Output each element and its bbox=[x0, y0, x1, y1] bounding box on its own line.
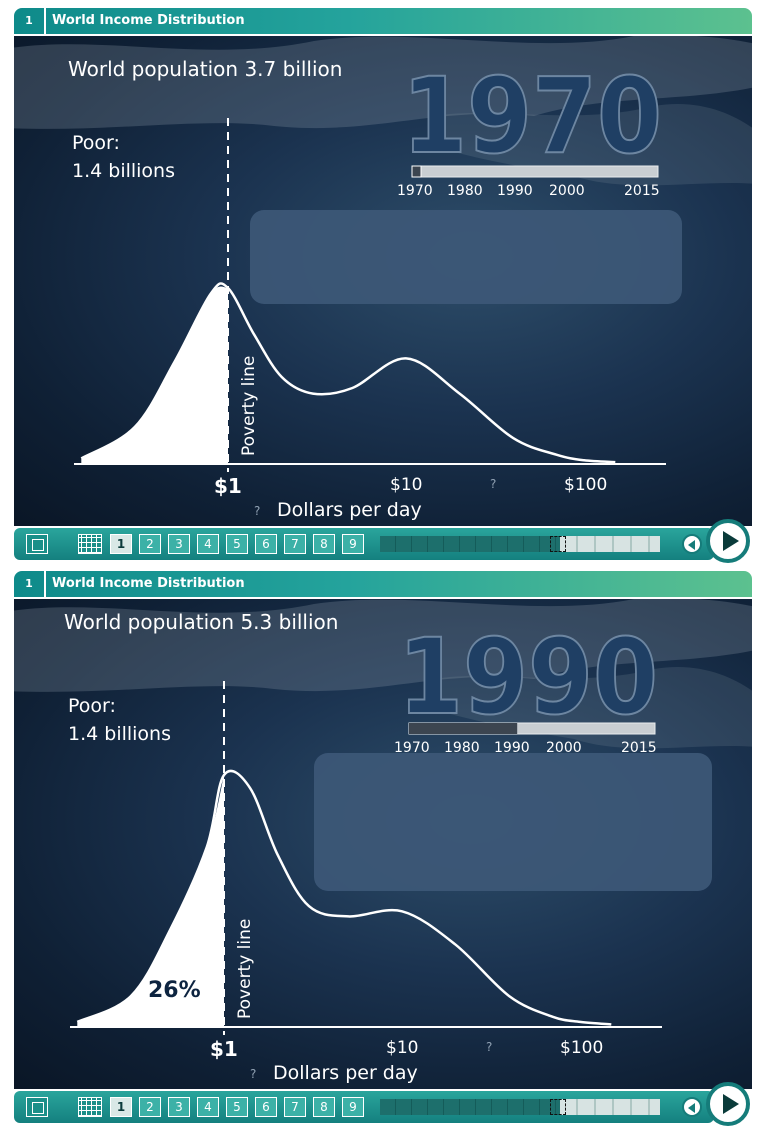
grid-view-button[interactable] bbox=[78, 1097, 102, 1117]
page-button-5[interactable]: 5 bbox=[226, 534, 248, 554]
timeline-label-2015: 2015 bbox=[624, 183, 660, 199]
control-bar: 1 2 3 4 5 6 7 8 9 bbox=[14, 528, 714, 560]
page-button-9[interactable]: 9 bbox=[342, 1097, 364, 1117]
timeline-label-1970: 1970 bbox=[394, 740, 430, 756]
population-label: World population 5.3 billion bbox=[64, 610, 338, 634]
title-bar: 1 World Income Distribution bbox=[14, 571, 752, 597]
income-distribution-curve bbox=[80, 282, 616, 464]
chart-stage: World population 5.3 billion 1990 1970 1… bbox=[14, 599, 752, 1089]
x-tick-unknown: ? bbox=[486, 1040, 492, 1054]
slide-progress-thumb[interactable] bbox=[550, 536, 566, 552]
xlabel-help-icon[interactable]: ? bbox=[250, 1067, 256, 1081]
page-button-8[interactable]: 8 bbox=[313, 1097, 335, 1117]
slide-number: 1 bbox=[14, 8, 46, 34]
page-button-7[interactable]: 7 bbox=[284, 534, 306, 554]
map-shape-top bbox=[14, 599, 752, 692]
year-timeline-labels: 1970 1980 1990 2000 2015 bbox=[397, 183, 660, 199]
poor-value: 1.4 billions bbox=[72, 160, 175, 182]
timeline-label-1990: 1990 bbox=[497, 183, 533, 199]
chart-stage: World population 3.7 billion 1970 1970 1… bbox=[14, 36, 752, 526]
year-label: 1990 bbox=[398, 616, 658, 738]
x-tick-100: $100 bbox=[560, 1038, 603, 1058]
page-button-2[interactable]: 2 bbox=[139, 534, 161, 554]
x-axis-label: Dollars per day bbox=[273, 1062, 418, 1084]
x-tick-10: $10 bbox=[386, 1038, 418, 1058]
info-box bbox=[250, 210, 682, 304]
poor-area-fill bbox=[81, 286, 228, 464]
slide-progress-bar[interactable] bbox=[380, 536, 660, 552]
map-shape-right bbox=[434, 104, 752, 186]
page-button-7[interactable]: 7 bbox=[284, 1097, 306, 1117]
year-timeline-labels: 1970 1980 1990 2000 2015 bbox=[394, 740, 657, 756]
poor-label: Poor: bbox=[68, 695, 116, 717]
back-arrow-icon[interactable] bbox=[682, 534, 702, 554]
info-box bbox=[314, 753, 712, 891]
x-tick-1: $1 bbox=[210, 1037, 238, 1061]
control-bar: 1 2 3 4 5 6 7 8 9 bbox=[14, 1091, 714, 1123]
poor-value: 1.4 billions bbox=[68, 723, 171, 745]
chart-svg: World population 3.7 billion 1970 1970 1… bbox=[14, 36, 752, 521]
slide-progress-bar[interactable] bbox=[380, 1099, 660, 1115]
timeline-label-2000: 2000 bbox=[549, 183, 585, 199]
page-button-4[interactable]: 4 bbox=[197, 534, 219, 554]
page-button-2[interactable]: 2 bbox=[139, 1097, 161, 1117]
page-button-3[interactable]: 3 bbox=[168, 1097, 190, 1117]
chart-svg: World population 5.3 billion 1990 1970 1… bbox=[14, 599, 752, 1084]
play-icon[interactable] bbox=[706, 1082, 750, 1126]
slide-progress-remaining bbox=[560, 536, 660, 552]
slide-progress-thumb[interactable] bbox=[550, 1099, 566, 1115]
page-button-5[interactable]: 5 bbox=[226, 1097, 248, 1117]
back-arrow-icon[interactable] bbox=[682, 1097, 702, 1117]
year-timeline-track bbox=[411, 165, 659, 178]
panel-title: World Income Distribution bbox=[52, 576, 245, 591]
poor-percent-label: 26% bbox=[148, 978, 201, 1003]
income-distribution-curve bbox=[76, 769, 612, 1026]
timeline-label-2015: 2015 bbox=[621, 740, 657, 756]
timeline-label-2000: 2000 bbox=[546, 740, 582, 756]
x-tick-100: $100 bbox=[564, 475, 607, 495]
slide-progress-remaining bbox=[560, 1099, 660, 1115]
poverty-line-label: Poverty line bbox=[239, 356, 259, 456]
page-button-9[interactable]: 9 bbox=[342, 534, 364, 554]
x-axis-label: Dollars per day bbox=[277, 499, 422, 521]
x-tick-unknown: ? bbox=[490, 477, 496, 491]
x-tick-1: $1 bbox=[214, 474, 242, 498]
page-button-1[interactable]: 1 bbox=[110, 1097, 132, 1117]
timeline-label-1980: 1980 bbox=[444, 740, 480, 756]
year-timeline-handle[interactable] bbox=[411, 165, 422, 178]
map-shape-top bbox=[14, 36, 752, 129]
page-button-3[interactable]: 3 bbox=[168, 534, 190, 554]
document-button[interactable] bbox=[26, 534, 48, 554]
page-button-8[interactable]: 8 bbox=[313, 534, 335, 554]
slide-progress-ticks bbox=[380, 1099, 560, 1115]
title-bar: 1 World Income Distribution bbox=[14, 8, 752, 34]
slide-progress-ticks bbox=[380, 536, 560, 552]
page-button-6[interactable]: 6 bbox=[255, 534, 277, 554]
page-button-4[interactable]: 4 bbox=[197, 1097, 219, 1117]
play-icon[interactable] bbox=[706, 519, 750, 563]
poor-area-fill bbox=[77, 775, 224, 1027]
poor-label: Poor: bbox=[72, 132, 120, 154]
timeline-label-1990: 1990 bbox=[494, 740, 530, 756]
timeline-label-1980: 1980 bbox=[447, 183, 483, 199]
year-label: 1970 bbox=[402, 55, 662, 177]
page-button-6[interactable]: 6 bbox=[255, 1097, 277, 1117]
page-button-1[interactable]: 1 bbox=[110, 534, 132, 554]
x-tick-10: $10 bbox=[390, 475, 422, 495]
timeline-label-1970: 1970 bbox=[397, 183, 433, 199]
year-timeline-progress bbox=[409, 723, 518, 734]
xlabel-help-icon[interactable]: ? bbox=[254, 504, 260, 518]
slide-number: 1 bbox=[14, 571, 46, 597]
document-button[interactable] bbox=[26, 1097, 48, 1117]
panel-title: World Income Distribution bbox=[52, 13, 245, 28]
population-label: World population 3.7 billion bbox=[68, 57, 342, 81]
poverty-line-label: Poverty line bbox=[235, 919, 255, 1019]
grid-view-button[interactable] bbox=[78, 534, 102, 554]
